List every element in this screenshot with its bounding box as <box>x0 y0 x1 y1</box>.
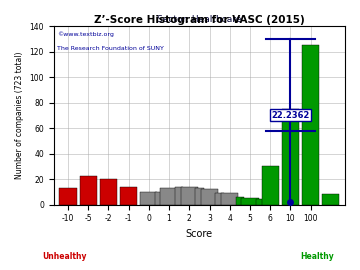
Bar <box>195 188 204 204</box>
Bar <box>256 200 264 204</box>
Text: The Research Foundation of SUNY: The Research Foundation of SUNY <box>57 46 163 51</box>
Bar <box>140 192 157 204</box>
Bar <box>100 179 117 204</box>
Bar <box>201 189 218 204</box>
Bar <box>221 193 238 204</box>
Bar <box>175 187 184 204</box>
Bar <box>282 109 299 204</box>
Y-axis label: Number of companies (723 total): Number of companies (723 total) <box>15 52 24 179</box>
Bar <box>241 198 258 204</box>
Bar <box>120 187 137 204</box>
Bar <box>302 45 319 204</box>
Bar <box>80 177 97 204</box>
Bar <box>235 197 244 204</box>
Bar <box>262 166 279 204</box>
Title: Z’-Score Histogram for VASC (2015): Z’-Score Histogram for VASC (2015) <box>94 15 305 25</box>
X-axis label: Score: Score <box>186 229 213 239</box>
Bar <box>322 194 339 204</box>
Bar <box>215 193 224 204</box>
Text: ©www.textbiz.org: ©www.textbiz.org <box>57 31 113 37</box>
Text: Sector: Healthcare: Sector: Healthcare <box>157 15 242 24</box>
Bar <box>155 192 163 204</box>
Bar <box>181 187 198 204</box>
Text: Unhealthy: Unhealthy <box>42 252 87 261</box>
Bar <box>161 188 177 204</box>
Text: Healthy: Healthy <box>300 252 334 261</box>
Text: 22.2362: 22.2362 <box>271 111 310 120</box>
Bar <box>59 188 77 204</box>
